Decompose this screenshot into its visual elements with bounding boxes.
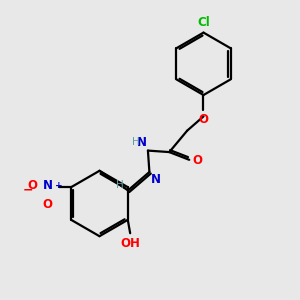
- Text: H: H: [132, 137, 139, 147]
- Text: O: O: [42, 198, 52, 211]
- Text: Cl: Cl: [197, 16, 210, 29]
- Text: O: O: [192, 154, 202, 167]
- Text: O: O: [199, 113, 208, 126]
- Text: H: H: [116, 180, 124, 190]
- Text: O: O: [28, 178, 38, 192]
- Text: OH: OH: [121, 237, 141, 250]
- Text: N: N: [136, 136, 146, 149]
- Text: N: N: [151, 173, 161, 187]
- Text: −: −: [22, 184, 33, 196]
- Text: N: N: [42, 178, 52, 192]
- Text: +: +: [55, 181, 62, 190]
